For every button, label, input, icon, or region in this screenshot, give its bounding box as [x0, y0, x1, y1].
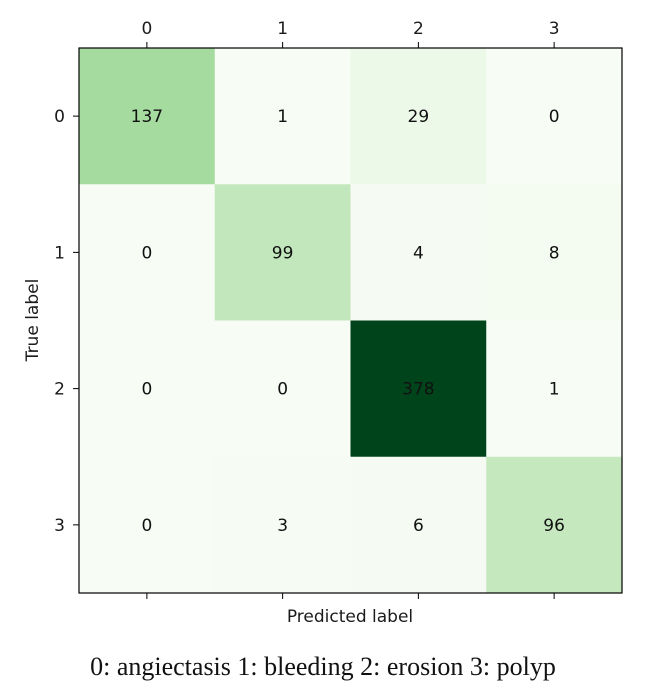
heatmap-cell-labels: 137 1 29 0 0 99 4 8 0 0 378 1 0 3 6 96 — [131, 107, 565, 536]
cell-value-3-3: 96 — [543, 516, 565, 536]
heatmap-cell-2-2 — [350, 320, 487, 458]
heatmap-cell-1-3 — [486, 184, 623, 321]
cell-value-1-2: 4 — [413, 243, 424, 263]
x-axis-label: Predicted label — [287, 607, 413, 627]
y-tick-label-0: 0 — [54, 107, 65, 127]
cell-value-2-1: 0 — [277, 380, 288, 400]
cell-value-1-1: 99 — [272, 243, 294, 263]
cell-value-2-2: 378 — [402, 380, 434, 400]
cell-value-0-1: 1 — [277, 107, 288, 127]
x-tick-label-0: 0 — [141, 19, 152, 39]
x-tick-label-1: 1 — [277, 19, 288, 39]
heatmap-cell-3-1 — [214, 456, 351, 594]
x-tick-label-3: 3 — [549, 19, 560, 39]
heatmap-cell-0-1 — [214, 48, 351, 185]
cell-value-0-2: 29 — [408, 107, 430, 127]
cell-value-3-2: 6 — [413, 516, 424, 536]
cell-value-0-3: 0 — [549, 107, 560, 127]
cell-value-3-1: 3 — [277, 516, 288, 536]
plot-frame — [78, 47, 623, 594]
confusion-matrix-chart: 137 1 29 0 0 99 4 8 0 0 378 1 0 3 6 96 0 1 2 3 0 1 2 3 Predic… — [23, 19, 623, 627]
heatmap-cell-0-3 — [486, 48, 623, 185]
y-tick-label-3: 3 — [54, 516, 65, 536]
heatmap-cell-3-0 — [79, 456, 216, 594]
heatmap-cell-3-3 — [486, 456, 623, 594]
class-legend-caption: 0: angiectasis 1: bleeding 2: erosion 3:… — [90, 652, 556, 681]
cell-value-2-0: 0 — [141, 380, 152, 400]
heatmap-cell-1-2 — [350, 184, 487, 321]
cell-value-1-3: 8 — [549, 243, 560, 263]
y-axis-label: True label — [23, 279, 43, 363]
x-tick-label-2: 2 — [413, 19, 424, 39]
heatmap-cell-3-2 — [350, 456, 487, 594]
x-axis-ticks: 0 1 2 3 — [141, 19, 560, 599]
heatmap-cell-2-1 — [214, 320, 351, 458]
cell-value-1-0: 0 — [141, 243, 152, 263]
heatmap-cell-1-1 — [214, 184, 351, 321]
y-tick-label-2: 2 — [54, 380, 65, 400]
cell-value-2-3: 1 — [549, 380, 560, 400]
cell-value-3-0: 0 — [141, 516, 152, 536]
y-tick-label-1: 1 — [54, 243, 65, 263]
heatmap-cell-2-3 — [486, 320, 623, 458]
heatmap-cell-0-2 — [350, 48, 487, 185]
cell-value-0-0: 137 — [131, 107, 163, 127]
heatmap-cell-1-0 — [79, 184, 216, 321]
y-axis-ticks: 0 1 2 3 — [54, 107, 79, 536]
heatmap-cell-0-0 — [79, 48, 216, 185]
heatmap-cells — [79, 48, 623, 594]
heatmap-cell-2-0 — [79, 320, 216, 458]
